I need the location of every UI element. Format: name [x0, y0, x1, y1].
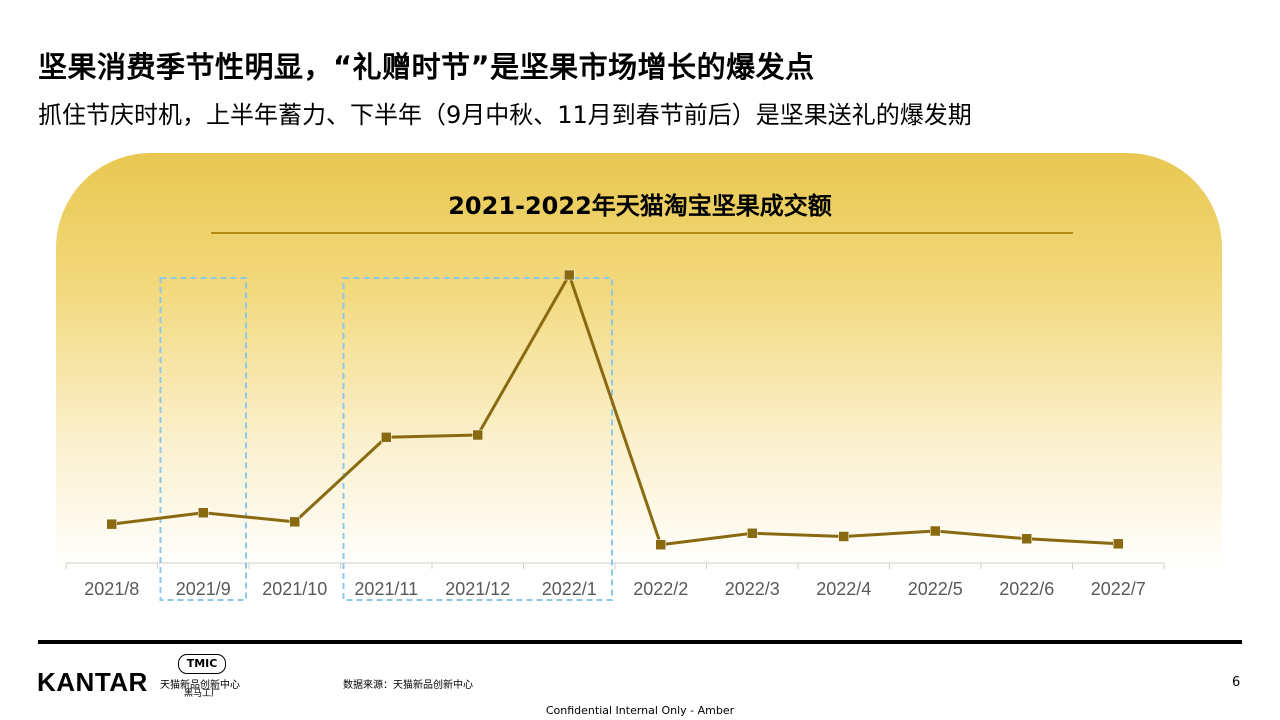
x-tick-label: 2022/6 [999, 579, 1054, 599]
x-tick-label: 2022/5 [908, 579, 963, 599]
x-tick-label: 2021/10 [262, 579, 327, 599]
data-point-marker [289, 516, 300, 528]
data-point-marker [106, 518, 117, 530]
page-number: 6 [1232, 675, 1241, 690]
data-source-note: 数据来源：天猫新品创新中心 [343, 680, 473, 691]
series-line [111, 273, 1119, 547]
data-point-marker [381, 432, 392, 443]
tmic-logo: TMIC 天猫新品创新中心 黑马工厂 [160, 654, 250, 699]
kantar-logo: KANTAR [37, 667, 148, 697]
chart-title: 2021-2022年天猫淘宝坚果成交额 [448, 192, 832, 220]
data-point-marker [930, 525, 941, 537]
data-point-marker [838, 531, 849, 542]
data-point-marker [1113, 538, 1124, 550]
data-point-marker [1021, 533, 1032, 545]
tmic-badge: TMIC [178, 654, 226, 674]
x-tick-label: 2022/3 [725, 579, 780, 599]
x-tick-label: 2022/2 [633, 579, 688, 599]
footer-divider [38, 640, 1242, 644]
data-point-marker [564, 269, 575, 281]
x-tick-label: 2021/12 [445, 579, 510, 599]
confidential-notice: Confidential Internal Only - Amber [545, 704, 735, 717]
data-point-marker [747, 528, 758, 539]
x-tick-label: 2021/8 [84, 579, 139, 599]
x-tick-label: 2021/9 [176, 579, 231, 599]
data-point-marker [198, 507, 209, 518]
chart-background-panel [56, 153, 1222, 573]
tmic-logo-line2: 黑马工厂 [184, 689, 221, 699]
x-tick-label: 2022/1 [542, 579, 597, 599]
x-tick-label: 2021/11 [354, 579, 418, 599]
chart-title-underline [211, 232, 1073, 234]
highlight-box [342, 277, 613, 601]
headline: 坚果消费季节性明显，“礼赠时节”是坚果市场增长的爆发点 [38, 50, 815, 84]
highlight-box [159, 277, 247, 601]
x-tick-label: 2022/7 [1091, 579, 1146, 599]
x-tick-label: 2022/4 [816, 579, 871, 599]
data-point-marker [472, 429, 483, 441]
subheadline: 抓住节庆时机，上半年蓄力、下半年（9月中秋、11月到春节前后）是坚果送礼的爆发期 [38, 101, 972, 129]
data-point-marker [655, 539, 666, 550]
tmic-logo-line1: 天猫新品创新中心 [160, 680, 240, 691]
